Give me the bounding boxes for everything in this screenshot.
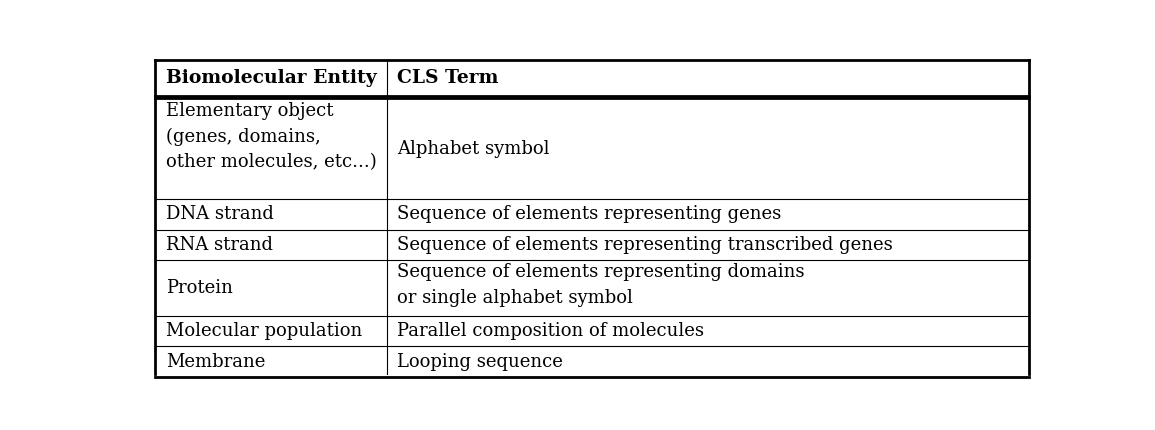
- Text: Sequence of elements representing transcribed genes: Sequence of elements representing transc…: [397, 236, 893, 254]
- Text: DNA strand: DNA strand: [166, 206, 274, 223]
- Text: Sequence of elements representing domains
or single alphabet symbol: Sequence of elements representing domain…: [397, 263, 805, 307]
- Text: Membrane: Membrane: [166, 353, 266, 371]
- Text: Biomolecular Entity: Biomolecular Entity: [166, 69, 377, 87]
- Text: Parallel composition of molecules: Parallel composition of molecules: [397, 322, 705, 340]
- Text: Molecular population: Molecular population: [166, 322, 363, 340]
- Text: RNA strand: RNA strand: [166, 236, 273, 254]
- Text: Elementary object
(genes, domains,
other molecules, etc...): Elementary object (genes, domains, other…: [166, 101, 377, 172]
- Text: Alphabet symbol: Alphabet symbol: [397, 140, 550, 158]
- Text: Protein: Protein: [166, 279, 233, 297]
- Text: Looping sequence: Looping sequence: [397, 353, 564, 371]
- Text: Sequence of elements representing genes: Sequence of elements representing genes: [397, 206, 782, 223]
- Text: CLS Term: CLS Term: [397, 69, 499, 87]
